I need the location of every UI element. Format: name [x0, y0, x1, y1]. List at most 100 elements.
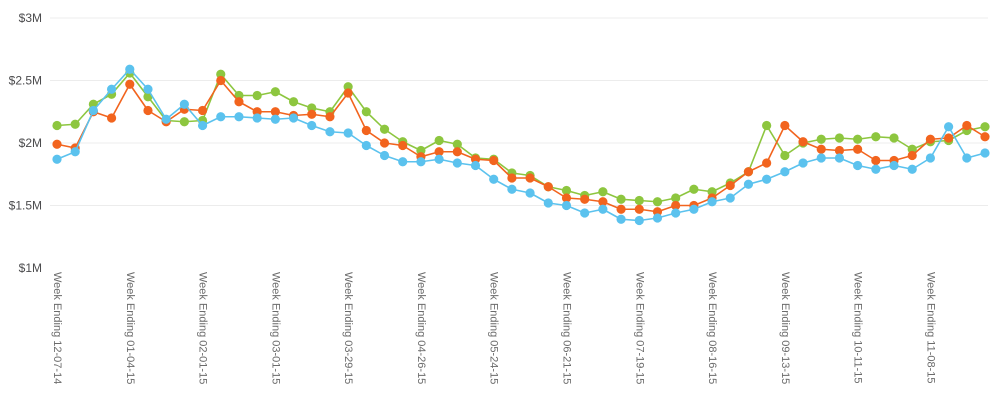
data-point-orange-6[interactable] [143, 105, 153, 116]
data-point-orange-27[interactable] [525, 173, 535, 183]
data-point-blue-42[interactable] [798, 158, 808, 168]
data-point-blue-17[interactable] [343, 128, 353, 138]
data-point-blue-26[interactable] [507, 184, 517, 194]
data-point-orange-10[interactable] [216, 75, 226, 86]
data-point-blue-40[interactable] [762, 174, 772, 184]
data-point-orange-50[interactable] [944, 133, 954, 143]
data-point-orange-5[interactable] [125, 79, 135, 89]
data-point-blue-27[interactable] [525, 188, 535, 198]
data-point-green-44[interactable] [834, 133, 845, 143]
data-point-green-36[interactable] [689, 184, 699, 194]
data-point-green-32[interactable] [616, 194, 626, 204]
data-point-blue-25[interactable] [489, 174, 499, 184]
data-point-green-34[interactable] [652, 197, 663, 207]
data-point-green-40[interactable] [762, 120, 772, 131]
data-point-orange-49[interactable] [925, 134, 936, 144]
data-point-blue-21[interactable] [416, 157, 426, 167]
data-point-green-22[interactable] [434, 135, 444, 146]
data-point-orange-13[interactable] [270, 107, 280, 117]
data-point-blue-15[interactable] [307, 120, 317, 131]
data-point-orange-33[interactable] [634, 204, 644, 214]
data-point-blue-22[interactable] [434, 154, 444, 164]
data-point-green-52[interactable] [980, 122, 990, 132]
data-point-blue-3[interactable] [88, 105, 98, 116]
data-point-green-33[interactable] [634, 195, 644, 206]
data-point-blue-46[interactable] [871, 164, 881, 174]
data-point-orange-30[interactable] [580, 194, 590, 204]
data-point-blue-36[interactable] [689, 204, 699, 214]
data-point-blue-44[interactable] [834, 153, 845, 163]
data-point-blue-5[interactable] [125, 64, 135, 74]
data-point-orange-22[interactable] [434, 147, 444, 157]
data-point-blue-14[interactable] [288, 113, 299, 123]
data-point-blue-12[interactable] [252, 113, 262, 123]
data-point-blue-4[interactable] [106, 84, 117, 94]
data-point-blue-30[interactable] [580, 208, 590, 218]
data-point-green-2[interactable] [70, 119, 80, 129]
data-point-blue-41[interactable] [780, 167, 790, 177]
data-point-blue-51[interactable] [962, 153, 972, 163]
data-point-orange-32[interactable] [616, 204, 626, 214]
data-point-orange-48[interactable] [907, 150, 917, 161]
data-point-green-45[interactable] [853, 134, 863, 144]
data-point-blue-32[interactable] [616, 214, 626, 224]
data-point-orange-39[interactable] [743, 167, 754, 177]
data-point-blue-49[interactable] [925, 153, 936, 163]
data-point-orange-52[interactable] [980, 132, 990, 142]
data-point-blue-10[interactable] [216, 112, 226, 122]
data-point-orange-17[interactable] [343, 88, 353, 98]
data-point-orange-44[interactable] [834, 145, 845, 156]
data-point-blue-39[interactable] [743, 179, 754, 189]
data-point-blue-7[interactable] [161, 114, 171, 124]
data-point-orange-25[interactable] [489, 155, 499, 166]
data-point-blue-47[interactable] [889, 160, 899, 171]
data-point-blue-13[interactable] [270, 114, 280, 124]
data-point-orange-20[interactable] [398, 140, 408, 151]
data-point-orange-45[interactable] [853, 144, 863, 154]
data-point-blue-52[interactable] [980, 148, 990, 158]
data-point-blue-24[interactable] [470, 160, 481, 171]
data-point-blue-16[interactable] [325, 127, 335, 137]
data-point-blue-9[interactable] [197, 120, 208, 131]
data-point-orange-40[interactable] [762, 158, 772, 168]
data-point-orange-26[interactable] [507, 173, 517, 183]
data-point-orange-19[interactable] [379, 138, 390, 148]
data-point-green-14[interactable] [288, 97, 299, 107]
data-point-orange-11[interactable] [234, 97, 244, 107]
data-point-blue-38[interactable] [725, 193, 735, 203]
data-point-green-47[interactable] [889, 133, 899, 143]
data-point-green-23[interactable] [452, 139, 462, 149]
data-point-green-1[interactable] [52, 120, 62, 131]
data-point-blue-31[interactable] [598, 204, 608, 214]
data-point-green-8[interactable] [179, 117, 189, 127]
data-point-blue-8[interactable] [179, 99, 189, 109]
data-point-blue-35[interactable] [671, 208, 681, 218]
data-point-blue-20[interactable] [398, 157, 408, 167]
data-point-blue-29[interactable] [561, 200, 572, 211]
data-point-blue-1[interactable] [52, 154, 62, 164]
data-point-orange-29[interactable] [561, 193, 572, 203]
data-point-orange-42[interactable] [798, 137, 808, 147]
data-point-green-18[interactable] [361, 107, 371, 117]
data-point-green-12[interactable] [252, 90, 262, 101]
data-point-blue-33[interactable] [634, 215, 644, 226]
data-point-blue-50[interactable] [944, 122, 954, 132]
data-point-green-19[interactable] [379, 124, 390, 134]
data-point-blue-2[interactable] [70, 147, 80, 157]
data-point-orange-31[interactable] [598, 197, 608, 207]
data-point-orange-15[interactable] [307, 109, 317, 119]
data-point-orange-18[interactable] [361, 125, 371, 136]
data-point-orange-4[interactable] [106, 113, 117, 123]
data-point-green-43[interactable] [816, 134, 826, 144]
data-point-blue-48[interactable] [907, 164, 917, 174]
data-point-orange-41[interactable] [780, 120, 790, 131]
data-point-orange-16[interactable] [325, 112, 335, 122]
data-point-blue-23[interactable] [452, 158, 462, 168]
data-point-blue-6[interactable] [143, 84, 153, 94]
data-point-blue-37[interactable] [707, 197, 717, 207]
data-point-green-13[interactable] [270, 87, 280, 97]
data-point-green-31[interactable] [598, 187, 608, 197]
data-point-orange-46[interactable] [871, 155, 881, 166]
data-point-blue-11[interactable] [234, 112, 244, 122]
data-point-blue-19[interactable] [379, 150, 390, 161]
